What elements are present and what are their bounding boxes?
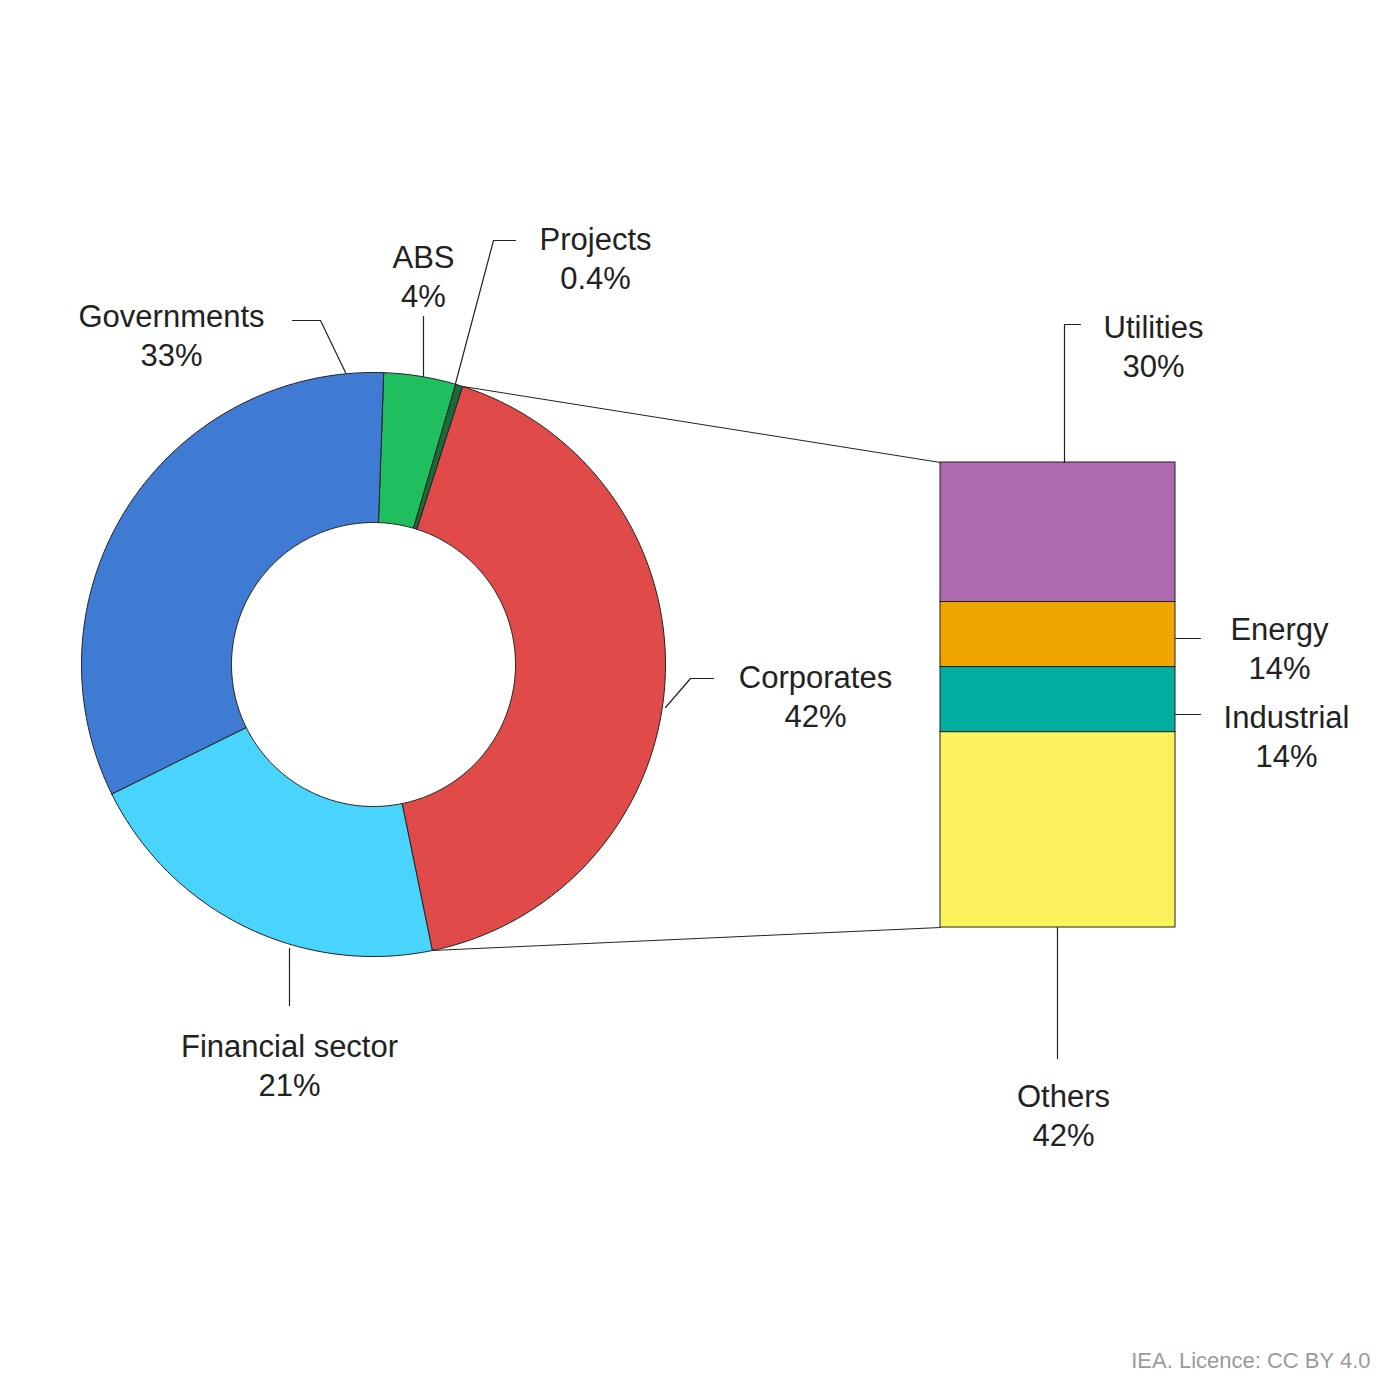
svg-text:Corporates: Corporates xyxy=(739,660,892,695)
svg-text:Industrial: Industrial xyxy=(1224,700,1350,735)
svg-text:33%: 33% xyxy=(140,338,202,373)
svg-text:30%: 30% xyxy=(1122,349,1184,384)
svg-text:42%: 42% xyxy=(784,699,846,734)
svg-text:Energy: Energy xyxy=(1230,612,1329,647)
svg-text:14%: 14% xyxy=(1255,739,1317,774)
svg-text:IEA. Licence: CC BY 4.0: IEA. Licence: CC BY 4.0 xyxy=(1131,1348,1370,1373)
svg-text:42%: 42% xyxy=(1032,1118,1094,1153)
svg-text:Utilities: Utilities xyxy=(1104,310,1204,345)
svg-text:14%: 14% xyxy=(1248,651,1310,686)
svg-text:4%: 4% xyxy=(401,279,446,314)
svg-text:Others: Others xyxy=(1017,1079,1110,1114)
svg-text:Projects: Projects xyxy=(540,222,652,257)
svg-text:0.4%: 0.4% xyxy=(560,261,631,296)
svg-text:Governments: Governments xyxy=(78,299,264,334)
svg-text:ABS: ABS xyxy=(392,240,454,275)
svg-text:21%: 21% xyxy=(258,1068,320,1103)
svg-text:Financial sector: Financial sector xyxy=(181,1029,398,1064)
